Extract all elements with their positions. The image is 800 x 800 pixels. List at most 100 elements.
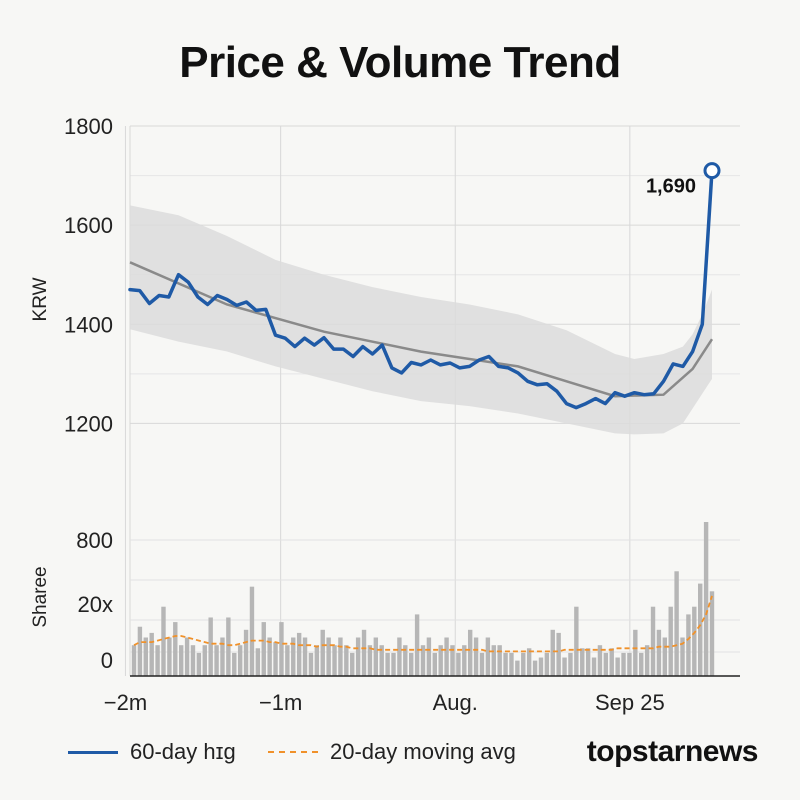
volume-bar: [467, 629, 473, 676]
volume-tick-label: 800: [76, 528, 113, 553]
volume-bar: [184, 637, 190, 676]
volume-tick-label: 20x: [78, 592, 113, 617]
volume-bar: [397, 637, 402, 676]
volume-bar: [709, 591, 715, 676]
volume-bar: [178, 645, 184, 676]
volume-bar: [291, 637, 296, 676]
volume-bar: [267, 637, 272, 676]
volume-bar: [308, 652, 314, 676]
price-tick-label: 1400: [64, 312, 113, 337]
volume-bar: [703, 522, 709, 676]
volume-bar: [338, 637, 343, 676]
volume-bar: [367, 645, 373, 676]
last-price-label: 1,690: [646, 176, 696, 198]
volume-bar: [473, 637, 479, 676]
volume-bar: [562, 657, 567, 676]
volume-bar: [532, 660, 538, 676]
trend-line: [129, 261, 714, 398]
volume-bar: [591, 657, 597, 676]
volume-bar: [585, 648, 591, 676]
volume-bar: [279, 622, 284, 676]
volume-bar: [167, 637, 172, 676]
legend-price-swatch: [68, 750, 118, 754]
volume-bar: [332, 645, 337, 676]
volume-bar: [674, 571, 679, 676]
volume-bar: [444, 637, 449, 676]
legend-volume-avg-swatch: [268, 751, 318, 753]
volume-bar: [232, 652, 237, 676]
confidence-band: [130, 205, 712, 435]
volume-bar: [420, 645, 426, 676]
price-y-ticks: 1200 1400 1600 1800: [64, 114, 113, 436]
volume-bar: [355, 637, 361, 676]
volume-bar: [479, 652, 485, 676]
volume-bar: [190, 645, 196, 676]
volume-bar: [414, 614, 420, 676]
legend-volume-avg: 20-day moving avg: [268, 738, 516, 766]
volume-bar: [538, 657, 544, 676]
volume-bar: [656, 629, 662, 676]
volume-bar: [344, 645, 349, 676]
volume-bar: [568, 652, 573, 676]
price-y-label: KRW: [30, 277, 51, 321]
price-line: [128, 168, 714, 410]
volume-grid: [130, 539, 740, 653]
volume-bar: [515, 660, 520, 676]
volume-bar: [644, 645, 650, 676]
volume-bar: [491, 645, 496, 676]
volume-bar: [220, 637, 225, 676]
volume-bar: [285, 645, 290, 676]
volume-bar: [155, 645, 160, 676]
volume-bar: [350, 652, 355, 676]
volume-bar: [574, 606, 579, 676]
volume-bar: [456, 652, 461, 676]
volume-bar: [609, 648, 614, 676]
x-tick-label: −2m: [104, 690, 147, 715]
volume-bar: [462, 645, 467, 676]
volume-bar: [556, 632, 561, 676]
volume-bar: [650, 606, 656, 676]
volume-bar: [503, 652, 508, 676]
volume-y-label: Sharee: [30, 566, 51, 627]
volume-tick-label: 0: [101, 648, 113, 673]
volume-bar: [149, 632, 154, 676]
brand-logo: topstarnews: [586, 735, 759, 768]
volume-bar: [391, 652, 396, 676]
volume-bar: [603, 652, 609, 676]
volume-bar: [173, 622, 178, 676]
volume-bar: [385, 652, 390, 676]
legend-volume-avg-label: 20-day moving avg: [330, 739, 516, 764]
volume-bar: [621, 652, 626, 676]
volume-bar: [680, 637, 685, 676]
legend-price-label: 60-day hɪg: [130, 739, 236, 764]
volume-bar: [326, 637, 331, 676]
volume-bar: [438, 645, 443, 676]
volume-bar: [662, 637, 668, 676]
volume-bar: [237, 645, 243, 676]
volume-bar: [161, 606, 166, 676]
volume-moving-avg-line: [133, 595, 713, 653]
volume-bar: [521, 652, 526, 676]
volume-bar: [296, 632, 302, 676]
volume-bar: [597, 645, 603, 676]
volume-bar: [249, 586, 255, 676]
volume-bar: [137, 626, 143, 676]
volume-bar: [361, 629, 367, 676]
chart-title: Price & Volume Trend: [179, 38, 621, 87]
volume-bar: [509, 652, 514, 676]
volume-bar: [627, 652, 632, 676]
volume-bar: [273, 642, 278, 676]
volume-bar: [526, 648, 532, 676]
volume-bar: [580, 648, 585, 676]
volume-bar: [314, 645, 320, 676]
volume-bar: [373, 637, 379, 676]
x-tick-label: Aug.: [433, 690, 478, 715]
volume-bar: [208, 617, 213, 676]
volume-bar: [544, 652, 550, 676]
volume-bar: [131, 645, 137, 676]
volume-bar: [686, 614, 691, 676]
volume-bar: [403, 645, 408, 676]
volume-bar: [668, 606, 673, 676]
legend-price: 60-day hɪg: [68, 738, 236, 766]
volume-bar: [485, 637, 491, 676]
